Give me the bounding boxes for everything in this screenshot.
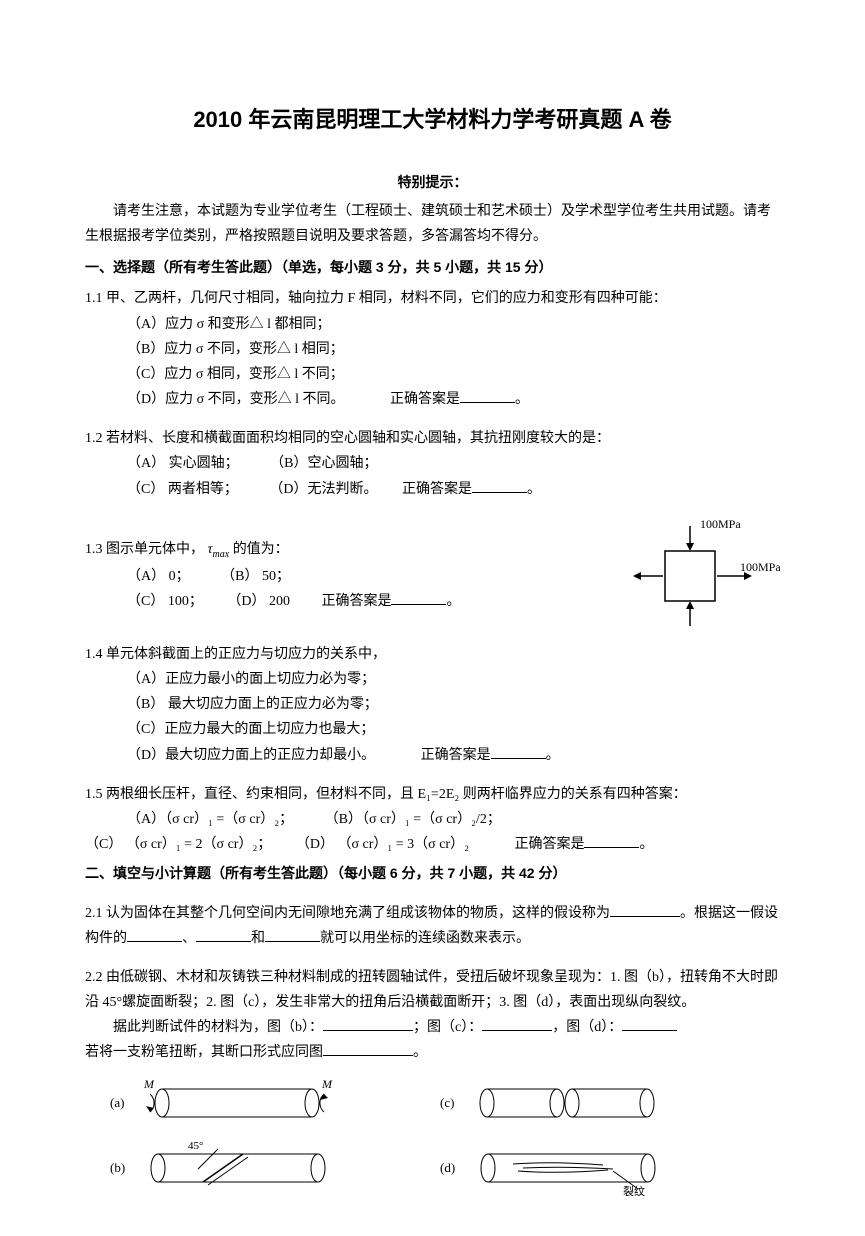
q1-1-blank[interactable] [460,389,515,403]
q1-3-stem-prefix: 1.3 图示单元体中， [85,542,204,557]
q1-4-blank[interactable] [491,745,546,759]
q1-4-opt-c: （C）正应力最大的面上切应力也最大； [85,717,780,742]
q2-2-line2: 据此判断试件的材料为，图（b）： ；图（c）： ，图（d）： [85,1015,780,1040]
q1-5-opt-d: （D） （σ cr）₁ = 3（σ cr）₂ [296,837,469,852]
stress-element-diagram: 100MPa 100MPa [610,516,780,636]
q1-2-stem: 1.2 若材料、长度和横截面面积均相同的空心圆轴和实心圆轴，其抗扭刚度较大的是： [85,426,780,451]
q1-4-opt-b: （B） 最大切应力面上的正应力必为零； [85,692,780,717]
q1-2-row2: （C） 两者相等； （D）无法判断。 正确答案是 。 [85,477,780,502]
q2-2-blank3[interactable] [622,1017,677,1031]
q1-2-opt-c: （C） 两者相等； [127,482,238,497]
q1-3-opt-c: （C） 100； [127,594,203,609]
q1-5-ans-label: 正确答案是 [514,837,584,852]
q2-1-d: 和 [251,931,265,946]
section1-title: 一、选择题（所有考生答此题）（单选，每小题 3 分，共 5 小题，共 15 分） [85,255,780,280]
q1-3-stem: 1.3 图示单元体中， τmax 的值为： [85,537,600,564]
q1-2-opt-b: （B）空心圆轴； [270,456,377,471]
q1-3-blank[interactable] [391,591,446,605]
fig-b-label: (b) [110,1156,125,1179]
q2-2-line3: 若将一支粉笔扭断，其断口形式应同图 。 [85,1040,780,1065]
q1-3-opt-a: （A） 0； [127,569,190,584]
q1-4-opt-d: （D）最大切应力面上的正应力却最小。 正确答案是 。 [85,743,780,768]
fig-a-label: (a) [110,1091,124,1114]
q1-1-opt-a: （A）应力 σ 和变形△ l 都相同； [85,312,780,337]
q1-2-row1: （A） 实心圆轴； （B）空心圆轴； [85,451,780,476]
q2-1-blank2[interactable] [127,928,182,942]
fig-c-label: (c) [440,1091,454,1114]
svg-text:M: M [321,1077,333,1091]
q1-5-row1: （A）（σ cr）₁ =（σ cr）₂； （B）（σ cr）₁ =（σ cr）₂… [85,807,780,832]
q2-1-e: 就可以用坐标的连续函数来表示。 [320,931,530,946]
fig-d: (d) 裂纹 [440,1141,740,1196]
q1-4-dot: 。 [546,748,560,763]
q1-1-opt-b: （B）应力 σ 不同，变形△ l 相同； [85,337,780,362]
q1-3-opt-d: （D） 200 [227,594,290,609]
q2-2-blank4[interactable] [323,1042,413,1056]
q1-2-opt-a: （A） 实心圆轴； [127,456,239,471]
q1-4-opt-d-text: （D）最大切应力面上的正应力却最小。 [127,748,375,763]
q1-2-blank[interactable] [472,479,527,493]
q1-4-ans-label: 正确答案是 [421,748,491,763]
svg-text:M: M [143,1077,155,1091]
q2-2-c: ；图（c）： [413,1020,482,1035]
q1-1-opt-d-text: （D）应力 σ 不同，变形△ l 不同。 [127,392,345,407]
q1-1-opt-c: （C）应力 σ 相同，变形△ l 不同； [85,362,780,387]
q1-5-blank[interactable] [584,834,639,848]
q1-2-opt-d: （D）无法判断。 [269,482,377,497]
fig-c: (c) [440,1076,740,1131]
q1-3-row2: （C） 100； （D） 200 正确答案是 。 [85,589,600,614]
q1-5-dot: 。 [639,837,653,852]
notice-heading: 特别提示： [85,170,780,195]
q1-3-opt-b: （B） 50； [221,569,290,584]
q2-2-a: 2.2 由低碳钢、木材和灰铸铁三种材料制成的扭转圆轴试件，受扭后破坏现象呈现为：… [85,965,780,1015]
q1-1-ans-label: 正确答案是 [390,392,460,407]
fig-a: (a) M M [110,1076,410,1131]
q2-1-blank3[interactable] [196,928,251,942]
q1-3-stem-suffix: 的值为： [233,542,289,557]
q2-1-blank4[interactable] [265,928,320,942]
q1-1-stem: 1.1 甲、乙两杆，几何尺寸相同，轴向拉力 F 相同，材料不同，它们的应力和变形… [85,286,780,311]
diagram-right-label: 100MPa [740,560,780,574]
fig-b: (b) 45° [110,1141,410,1196]
q2-2-d: ，图（d）： [552,1020,622,1035]
q1-3-ans-label: 正确答案是 [321,594,391,609]
section2-title: 二、填空与小计算题（所有考生答此题）（每小题 6 分，共 7 小题，共 42 分… [85,861,780,886]
q2-1-c: 、 [182,931,196,946]
q2-1-a: 2.1 认为固体在其整个几何空间内无间隙地充满了组成该物体的物质，这样的假设称为 [85,906,610,921]
q2-2-e: 若将一支粉笔扭断，其断口形式应同图 [85,1045,323,1060]
q2-2-f: 。 [413,1045,427,1060]
diagram-top-label: 100MPa [700,517,741,531]
q1-3-row1: （A） 0； （B） 50； [85,564,600,589]
notice-body: 请考生注意，本试题为专业学位考生（工程硕士、建筑硕士和艺术硕士）及学术型学位考生… [85,199,780,249]
q1-4-opt-a: （A）正应力最小的面上切应力必为零； [85,667,780,692]
q1-3-dot: 。 [446,594,460,609]
q1-5-opt-b: （B）（σ cr）₁ =（σ cr）₂/2； [325,812,501,827]
q1-2-ans-label: 正确答案是 [402,482,472,497]
tau-sub: max [213,549,230,560]
q1-5-opt-a: （A）（σ cr）₁ =（σ cr）₂； [127,812,293,827]
q1-5-stem: 1.5 两根细长压杆，直径、约束相同，但材料不同，且 E₁=2E₂ 则两杆临界应… [85,782,780,807]
q2-2-blank2[interactable] [482,1017,552,1031]
fig-b-angle: 45° [188,1141,203,1152]
fig-d-crack: 裂纹 [623,1184,645,1196]
fig-d-label: (d) [440,1156,455,1179]
q1-4-stem: 1.4 单元体斜截面上的正应力与切应力的关系中， [85,642,780,667]
q2-2-blank1[interactable] [323,1017,413,1031]
q1-1-dot: 。 [515,392,529,407]
q2-2-figures: (a) M M (c) (b) [85,1076,780,1196]
q1-1-opt-d: （D）应力 σ 不同，变形△ l 不同。 正确答案是 。 [85,387,780,412]
q2-1: 2.1 认为固体在其整个几何空间内无间隙地充满了组成该物体的物质，这样的假设称为… [85,901,780,951]
page-title: 2010 年云南昆明理工大学材料力学考研真题 A 卷 [85,100,780,140]
q2-1-blank1[interactable] [610,903,680,917]
q1-2-dot: 。 [527,482,541,497]
q2-2-b: 据此判断试件的材料为，图（b）： [113,1020,323,1035]
q1-5-row2: （C） （σ cr）₁ = 2（σ cr）₂； （D） （σ cr）₁ = 3（… [85,832,780,857]
q1-5-opt-c: （C） （σ cr）₁ = 2（σ cr）₂； [85,837,271,852]
